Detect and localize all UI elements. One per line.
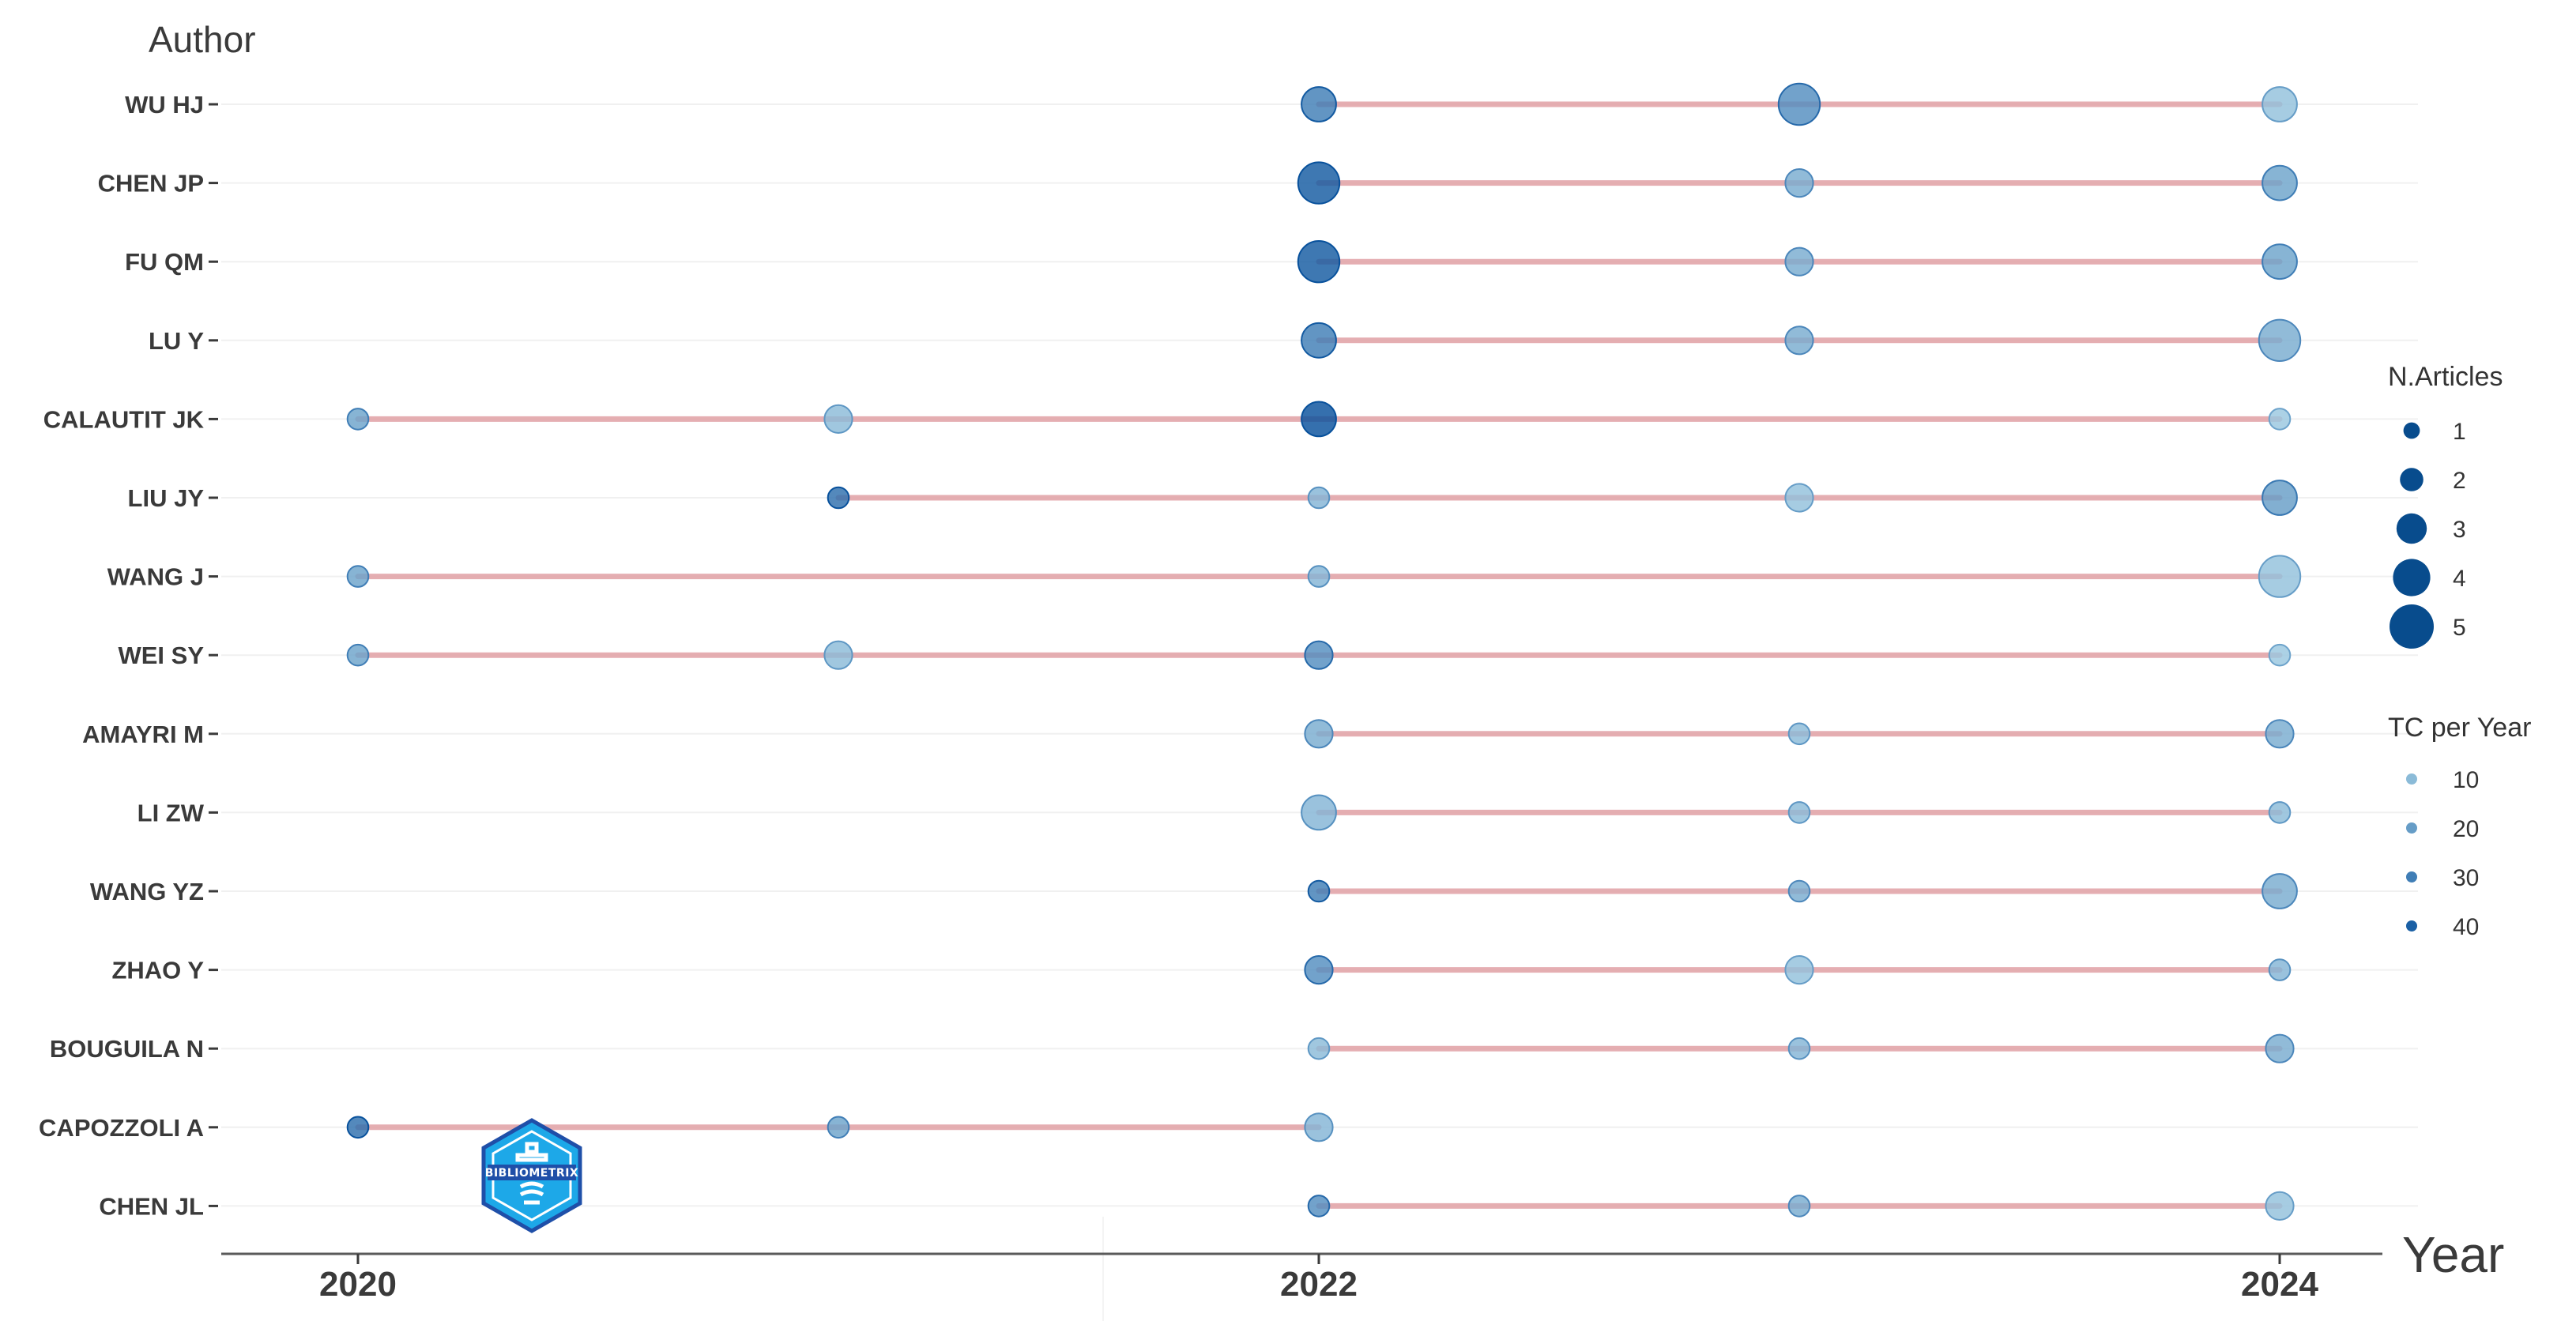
- data-point: [1784, 247, 1814, 277]
- x-tick-label: 2024: [2241, 1265, 2318, 1304]
- data-point: [1787, 801, 1811, 824]
- data-point: [2262, 480, 2298, 516]
- x-tick-label: 2020: [319, 1265, 397, 1304]
- data-point: [1304, 1112, 1334, 1142]
- legend-size-key: [2393, 559, 2431, 597]
- data-point: [1307, 565, 1331, 588]
- bibliometrix-logo: BIBLIOMETRIX: [481, 1118, 582, 1233]
- data-point: [827, 486, 850, 510]
- data-point: [1787, 1037, 1811, 1060]
- data-point: [2262, 873, 2298, 909]
- author-label: CAPOZZOLI A: [39, 1114, 204, 1142]
- legend-color-label: 30: [2453, 865, 2479, 891]
- data-points: [346, 82, 2302, 1221]
- author-label: BOUGUILA N: [50, 1035, 204, 1063]
- author-label: AMAYRI M: [82, 721, 204, 748]
- data-point: [2268, 958, 2292, 981]
- author-label: CALAUTIT JK: [43, 405, 205, 433]
- author-label: WANG YZ: [90, 878, 204, 905]
- author-label: WU HJ: [125, 91, 204, 119]
- data-point: [2258, 555, 2302, 598]
- data-point: [2262, 243, 2298, 280]
- legend: N.Articles TC per Year 1 2 3 4 5 10 20 30 40: [2388, 362, 2531, 940]
- data-point: [1784, 168, 1814, 198]
- data-point: [1304, 640, 1334, 670]
- data-point: [346, 408, 370, 431]
- data-point: [2268, 801, 2292, 824]
- legend-size-label: 2: [2453, 468, 2466, 494]
- data-point: [1784, 326, 1814, 356]
- legend-size-title: N.Articles: [2388, 362, 2503, 392]
- data-point: [346, 565, 370, 588]
- data-point: [1297, 240, 1341, 284]
- data-point: [1301, 401, 1337, 438]
- data-point: [2265, 719, 2295, 749]
- author-label: WEI SY: [118, 642, 204, 669]
- data-point: [1307, 486, 1331, 510]
- data-point: [2258, 318, 2302, 362]
- legend-size-label: 3: [2453, 517, 2466, 543]
- data-point: [1307, 879, 1331, 903]
- data-point: [1301, 322, 1337, 359]
- data-point: [2268, 643, 2292, 667]
- author-label: CHEN JP: [98, 170, 204, 198]
- legend-color-label: 20: [2453, 816, 2479, 842]
- author-label: WANG J: [107, 563, 204, 591]
- data-point: [1307, 1037, 1331, 1060]
- data-point: [2268, 408, 2292, 431]
- author-labels: WU HJ CHEN JP FU QM LU Y CALAUTIT JK LIU JY WA…: [39, 91, 218, 1220]
- logo-text: BIBLIOMETRIX: [485, 1167, 578, 1180]
- data-point: [1777, 82, 1821, 126]
- legend-color-key: [2406, 773, 2417, 785]
- data-point: [1307, 1195, 1331, 1218]
- legend-size-label: 5: [2453, 615, 2466, 641]
- data-point: [1301, 86, 1337, 122]
- data-point: [1787, 879, 1811, 903]
- legend-color-key: [2406, 822, 2417, 834]
- data-point: [827, 1116, 850, 1139]
- data-point: [2265, 1191, 2295, 1221]
- legend-size-key: [2400, 468, 2423, 491]
- author-label: LIU JY: [128, 484, 205, 512]
- legend-color-label: 40: [2453, 914, 2479, 940]
- legend-size-key: [2403, 422, 2420, 439]
- data-point: [1301, 794, 1337, 831]
- data-point: [2265, 1033, 2295, 1063]
- legend-color-title: TC per Year: [2388, 713, 2531, 743]
- data-point: [1784, 955, 1814, 985]
- data-point: [346, 643, 370, 667]
- author-label: LU Y: [149, 327, 204, 355]
- legend-size-key: [2396, 513, 2427, 544]
- legend-color-key: [2406, 920, 2417, 931]
- data-point: [1784, 483, 1814, 513]
- author-label: FU QM: [125, 248, 204, 276]
- legend-size-key: [2390, 604, 2434, 649]
- x-axis: 2020 2022 2024: [221, 1252, 2382, 1304]
- legend-color-key: [2406, 871, 2417, 883]
- author-label: CHEN JL: [99, 1192, 204, 1220]
- legend-size-label: 1: [2453, 419, 2466, 445]
- legend-size-label: 4: [2453, 566, 2466, 592]
- data-point: [1297, 161, 1341, 205]
- data-point: [1787, 722, 1811, 746]
- data-point: [823, 404, 853, 435]
- legend-color-label: 10: [2453, 767, 2479, 793]
- data-point: [1304, 955, 1334, 985]
- y-axis-title: Author: [149, 19, 256, 60]
- author-label: LI ZW: [137, 799, 205, 826]
- author-label: ZHAO Y: [111, 957, 204, 984]
- data-point: [2262, 164, 2298, 201]
- data-point: [346, 1116, 370, 1139]
- data-point: [1787, 1195, 1811, 1218]
- data-point: [2262, 86, 2298, 122]
- data-point: [1304, 719, 1334, 749]
- data-point: [823, 640, 853, 670]
- x-axis-title: Year: [2402, 1226, 2504, 1283]
- x-tick-label: 2022: [1280, 1265, 1358, 1304]
